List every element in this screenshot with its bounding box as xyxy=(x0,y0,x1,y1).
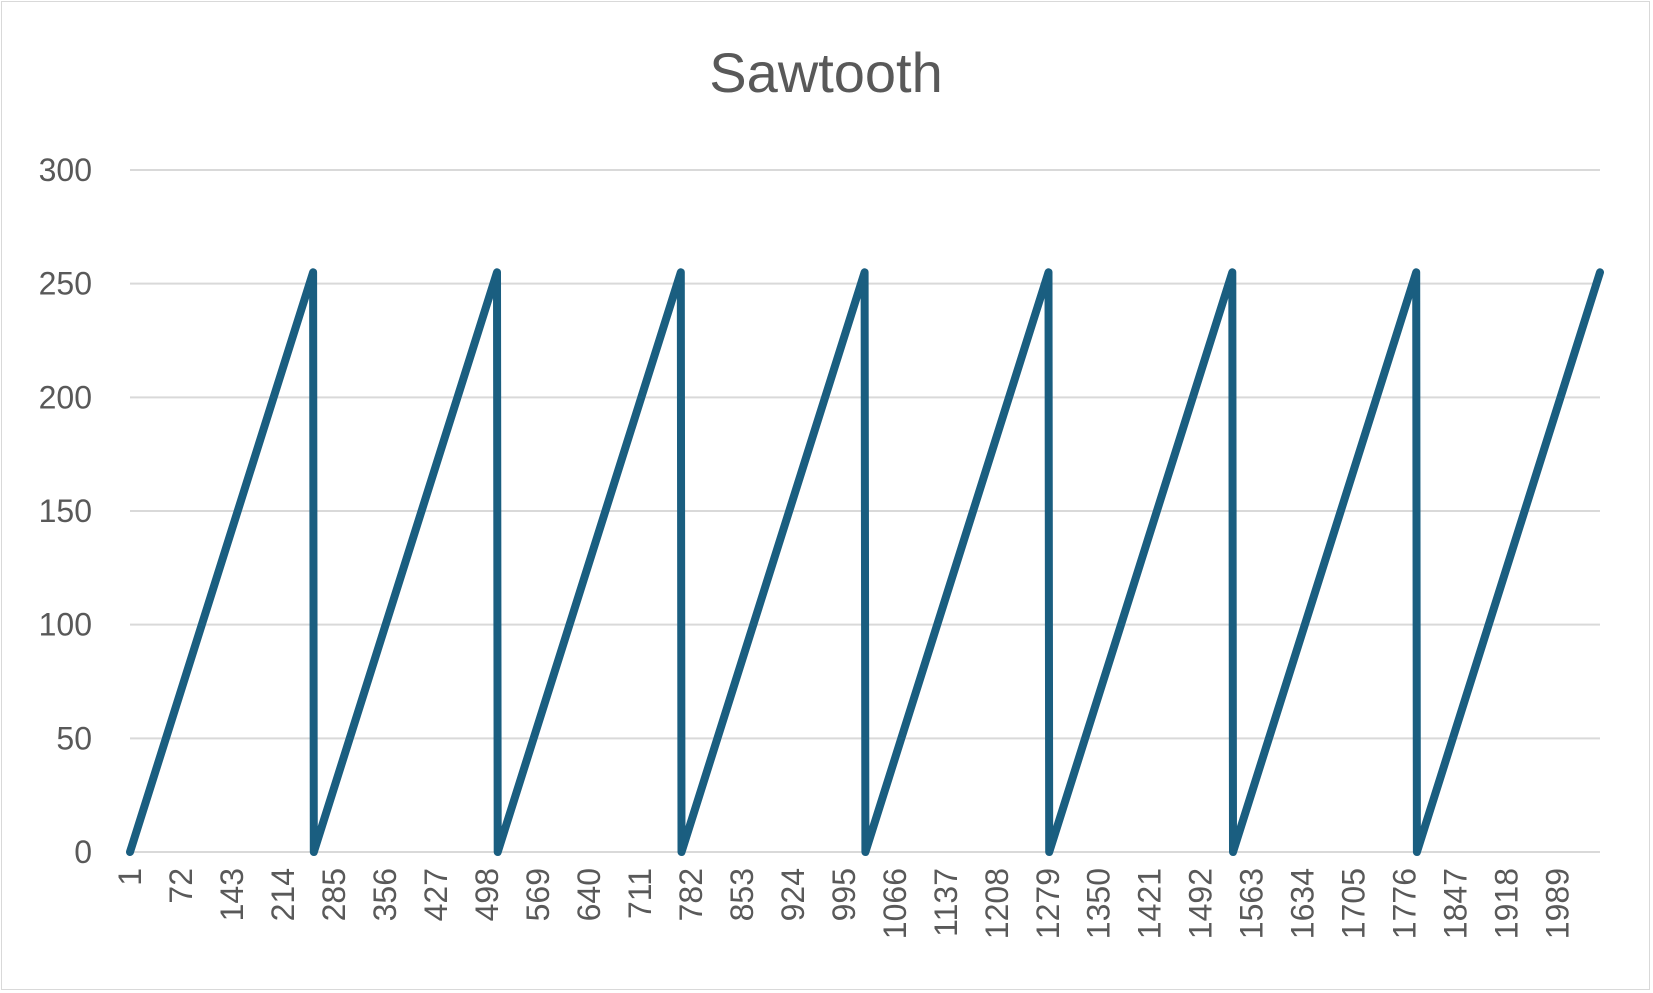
x-tick-label: 1279 xyxy=(1030,868,1066,939)
x-tick-label: 924 xyxy=(775,868,811,921)
y-tick-label: 0 xyxy=(74,834,92,870)
x-tick-label: 214 xyxy=(265,868,301,921)
x-tick-label: 1066 xyxy=(877,868,913,939)
x-tick-label: 1634 xyxy=(1285,868,1321,939)
x-tick-label: 569 xyxy=(520,868,556,921)
y-tick-label: 250 xyxy=(39,266,92,302)
x-tick-label: 1705 xyxy=(1336,868,1372,939)
x-tick-label: 1776 xyxy=(1387,868,1423,939)
x-tick-label: 285 xyxy=(316,868,352,921)
y-tick-label: 100 xyxy=(39,607,92,643)
x-tick-label: 1421 xyxy=(1132,868,1168,939)
x-tick-label: 1492 xyxy=(1183,868,1219,939)
x-tick-label: 143 xyxy=(214,868,250,921)
x-tick-label: 1137 xyxy=(928,868,964,937)
plot-area xyxy=(126,268,1604,856)
x-tick-label: 427 xyxy=(418,868,454,921)
series-line-0 xyxy=(126,268,1604,856)
y-axis-labels: 0 50 100 150 200 250 300 xyxy=(39,152,92,870)
y-tick-label: 200 xyxy=(39,379,92,415)
x-tick-label: 1847 xyxy=(1438,868,1474,939)
x-tick-label: 498 xyxy=(469,868,505,921)
y-tick-label: 300 xyxy=(39,152,92,188)
x-tick-label: 1 xyxy=(112,868,148,886)
y-tick-label: 150 xyxy=(39,493,92,529)
x-tick-label: 72 xyxy=(163,868,199,904)
x-tick-label: 1350 xyxy=(1081,868,1117,939)
y-tick-label: 50 xyxy=(56,720,92,756)
x-tick-label: 1208 xyxy=(979,868,1015,939)
x-tick-label: 640 xyxy=(571,868,607,921)
x-tick-label: 1563 xyxy=(1234,868,1270,939)
x-tick-label: 853 xyxy=(724,868,760,921)
x-tick-label: 995 xyxy=(826,868,862,921)
x-tick-label: 711 xyxy=(622,868,658,919)
x-axis-labels: 1 72 143 214 285 356 427 498 569 640 711 782 853 924 9… xyxy=(112,868,1576,939)
chart-title: Sawtooth xyxy=(709,41,943,104)
x-tick-label: 782 xyxy=(673,868,709,921)
x-tick-label: 1989 xyxy=(1540,868,1576,939)
x-tick-label: 1918 xyxy=(1489,868,1525,939)
x-tick-label: 356 xyxy=(367,868,403,921)
